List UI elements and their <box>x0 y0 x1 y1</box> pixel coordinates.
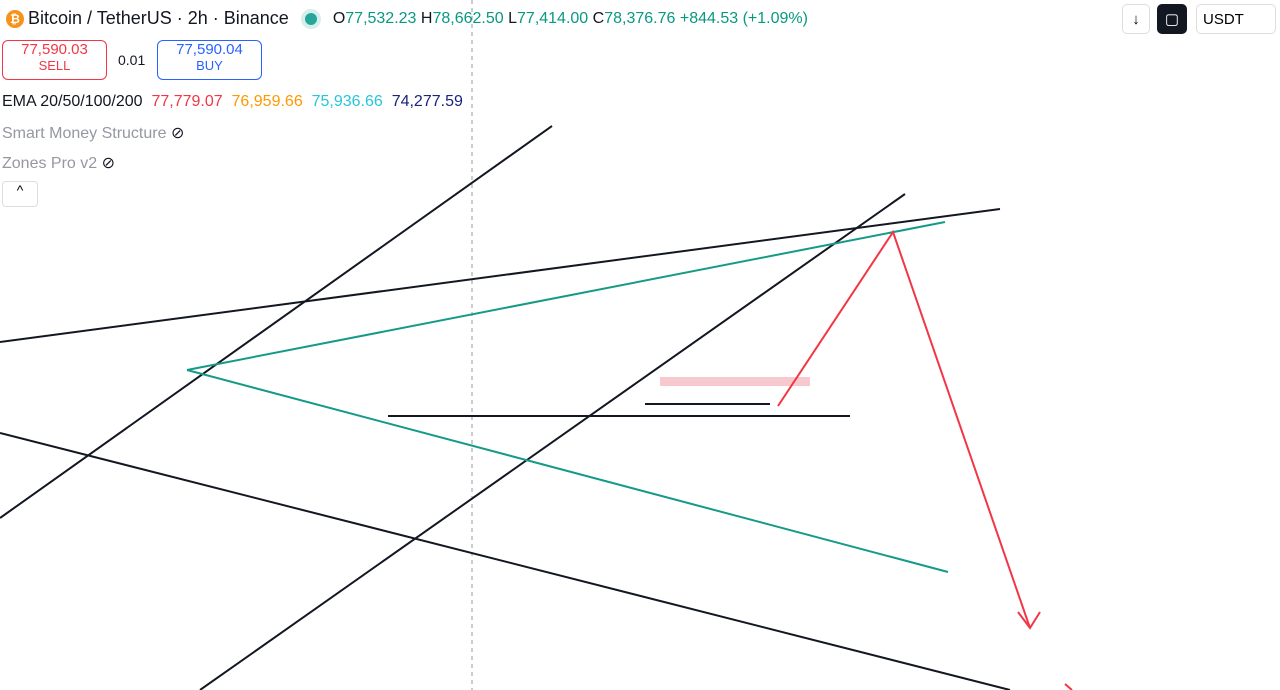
ema-value: 74,277.59 <box>391 93 463 110</box>
ohlc-value: 77,414.00 <box>517 9 589 27</box>
collapse-button[interactable]: ^ <box>2 181 38 207</box>
ema-value: 77,779.07 <box>151 93 223 110</box>
download-button[interactable]: ↓ <box>1122 4 1150 34</box>
trendline <box>0 432 1011 690</box>
currency-select[interactable]: USDT <box>1196 4 1276 34</box>
status-dot <box>300 8 321 29</box>
change: +844.53 (+1.09%) <box>679 9 808 27</box>
projection-arrow <box>777 229 1031 629</box>
indicator-row[interactable]: Smart Money Structure ⊘ <box>2 123 184 143</box>
symbol-header: ₿ Bitcoin / TetherUS · 2h · Binance O77,… <box>6 8 808 29</box>
ohlc-key: C <box>592 9 605 27</box>
sell-label: SELL <box>38 58 71 73</box>
ohlc-key: H <box>420 9 433 27</box>
indicator-row[interactable]: Zones Pro v2 ⊘ <box>2 153 115 173</box>
buy-button[interactable]: 77,590.04 BUY <box>157 40 262 80</box>
ohlc: O77,532.23 H78,662.50 L77,414.00 C78,376… <box>333 10 808 28</box>
sell-button[interactable]: 77,590.03 SELL <box>2 40 107 80</box>
trendline <box>186 221 946 371</box>
buy-label: BUY <box>196 58 223 73</box>
indicator-name: Zones Pro v2 <box>2 155 98 172</box>
trendline <box>0 125 553 519</box>
trendline <box>0 208 1001 343</box>
symbol-title[interactable]: Bitcoin / TetherUS · 2h · Binance <box>28 8 289 28</box>
quantity[interactable]: 0.01 <box>118 52 146 68</box>
zone <box>660 377 810 386</box>
ohlc-key: L <box>508 9 518 27</box>
ema-value: 76,959.66 <box>231 93 303 110</box>
ema-label: EMA 20/50/100/200 <box>2 93 143 110</box>
indicator-name: Smart Money Structure <box>2 125 167 142</box>
sell-price: 77,590.03 <box>21 41 88 58</box>
coin-icon: ₿ <box>6 9 24 28</box>
trendline <box>199 193 906 690</box>
ohlc-value: 78,662.50 <box>432 9 504 27</box>
ema-value: 75,936.66 <box>311 93 383 110</box>
ohlc-value: 77,532.23 <box>345 9 417 27</box>
hidden-icon[interactable]: ⊘ <box>170 125 185 142</box>
drawings <box>0 125 1073 690</box>
ohlc-value: 78,376.76 <box>604 9 676 27</box>
ema-legend[interactable]: EMA 20/50/100/200 77,779.07 76,959.66 75… <box>2 93 463 111</box>
layout-button[interactable]: ▢ <box>1157 4 1187 34</box>
projection-arrow <box>1064 683 1073 690</box>
hidden-icon[interactable]: ⊘ <box>101 155 116 172</box>
buy-price: 77,590.04 <box>176 41 243 58</box>
arrow-head <box>1017 611 1041 630</box>
ohlc-key: O <box>332 9 346 27</box>
trendline <box>186 369 949 573</box>
